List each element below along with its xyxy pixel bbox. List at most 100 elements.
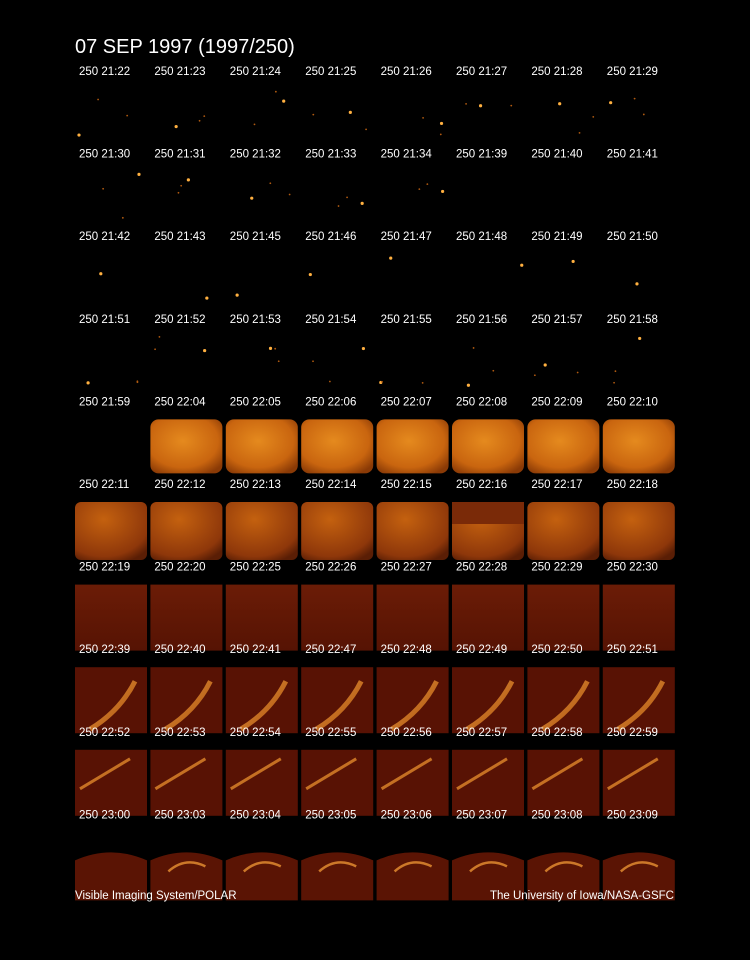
frame-image xyxy=(75,749,147,816)
star xyxy=(614,370,617,373)
frame-label: 250 21:39 xyxy=(456,149,507,161)
frame-label: 250 22:11 xyxy=(79,479,129,491)
frame-label: 250 22:06 xyxy=(305,396,356,408)
frame-label: 250 22:49 xyxy=(456,644,507,656)
aurora-image xyxy=(376,419,449,474)
star xyxy=(422,116,424,119)
frame-label: 250 21:52 xyxy=(154,314,205,326)
frame-label: 250 21:55 xyxy=(381,314,432,326)
frame-label: 250 22:59 xyxy=(607,727,658,739)
aurora-image xyxy=(376,502,449,560)
aurora-image xyxy=(376,584,449,651)
frame-image xyxy=(268,346,280,363)
frame-image xyxy=(301,584,374,651)
frame-label: 250 22:20 xyxy=(154,562,205,574)
frame-image xyxy=(466,347,495,387)
star xyxy=(177,191,180,194)
frame-image xyxy=(99,272,103,276)
frame-grid: 250 21:22 250 21:23 250 21:24 250 21:25 250 … xyxy=(75,66,675,901)
frame-image xyxy=(609,97,645,116)
frame-label: 250 22:18 xyxy=(607,479,658,491)
frame-image xyxy=(308,272,312,277)
frame-image xyxy=(376,667,449,734)
frame-label: 250 22:26 xyxy=(305,562,356,574)
frame-image xyxy=(602,584,675,651)
star xyxy=(472,347,475,349)
star xyxy=(361,346,366,351)
frame-label: 250 22:40 xyxy=(154,644,205,656)
aurora-arc xyxy=(230,757,282,791)
star xyxy=(558,102,562,106)
star xyxy=(205,296,209,300)
frame-label: 250 22:17 xyxy=(531,479,582,491)
frame-label: 250 23:04 xyxy=(230,809,282,821)
frame-label: 250 23:08 xyxy=(531,809,582,821)
aurora-arc xyxy=(456,757,508,791)
frame-label: 250 21:50 xyxy=(607,231,658,243)
aurora-image xyxy=(602,749,675,816)
earth-limb xyxy=(376,852,449,901)
aurora-image xyxy=(301,584,374,651)
frame-label: 250 22:30 xyxy=(607,562,658,574)
frame-image xyxy=(452,749,524,816)
aurora-image xyxy=(452,667,524,734)
aurora-image xyxy=(527,419,600,474)
frame-label: 250 21:57 xyxy=(531,314,582,326)
aurora-image xyxy=(602,419,675,474)
frame-label: 250 21:48 xyxy=(456,231,507,243)
frame-label: 250 22:56 xyxy=(381,727,432,739)
frame-image xyxy=(174,115,206,129)
aurora-arc xyxy=(79,757,131,791)
frame-label: 250 22:39 xyxy=(79,644,130,656)
frame-label: 250 22:47 xyxy=(305,644,356,656)
aurora-arc xyxy=(616,680,666,732)
aurora-image xyxy=(527,584,600,651)
frame-label: 250 21:32 xyxy=(230,149,281,161)
frame-label: 250 23:00 xyxy=(79,809,130,821)
aurora-image xyxy=(225,502,298,560)
star xyxy=(288,193,291,196)
star xyxy=(277,360,280,363)
frame-label: 250 21:22 xyxy=(79,66,130,78)
title: 07 SEP 1997 (1997/250) xyxy=(75,36,295,58)
aurora-image xyxy=(301,749,374,816)
frame-label: 250 23:06 xyxy=(381,809,432,821)
aurora-image xyxy=(75,749,147,816)
earth-limb xyxy=(602,852,675,901)
frame-label: 250 22:15 xyxy=(381,479,432,491)
aurora-image xyxy=(301,667,374,734)
frame-image xyxy=(602,749,675,816)
star xyxy=(77,133,81,137)
star xyxy=(478,104,483,108)
frame-label: 250 21:47 xyxy=(381,231,432,243)
aurora-image xyxy=(527,502,600,560)
star xyxy=(250,196,254,200)
frame-label: 250 21:40 xyxy=(531,149,582,161)
frame-image xyxy=(312,346,366,383)
star xyxy=(441,189,445,194)
frame-image xyxy=(635,282,639,286)
frame-image xyxy=(301,749,374,816)
frame-image xyxy=(150,419,223,474)
star xyxy=(97,98,99,101)
frame-image xyxy=(225,584,298,651)
frame-image xyxy=(376,852,449,901)
frame-label: 250 22:04 xyxy=(154,396,206,408)
earth-limb xyxy=(452,852,524,901)
star xyxy=(638,336,642,341)
frame-label: 250 21:51 xyxy=(79,314,130,326)
frame-image xyxy=(602,667,675,734)
star xyxy=(137,172,141,176)
star xyxy=(389,256,393,260)
aurora-image xyxy=(75,584,147,651)
earth-limb xyxy=(301,852,374,901)
footer-left: Visible Imaging System/POLAR xyxy=(75,890,237,902)
aurora-image xyxy=(75,502,147,560)
aurora-arc xyxy=(607,757,659,791)
frame-label: 250 21:26 xyxy=(381,66,432,78)
star xyxy=(492,369,495,372)
star xyxy=(312,360,314,363)
aurora-image xyxy=(602,502,675,560)
frame-image xyxy=(602,502,675,560)
